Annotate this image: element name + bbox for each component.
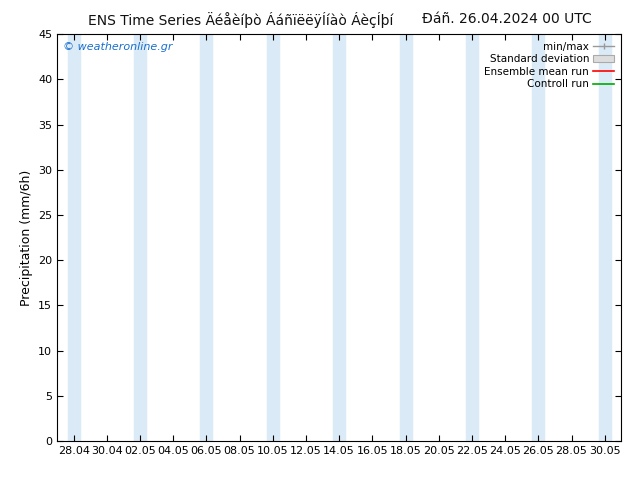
Text: © weatheronline.gr: © weatheronline.gr <box>63 43 172 52</box>
Bar <box>200 34 212 441</box>
Bar <box>68 34 80 441</box>
Bar <box>267 34 279 441</box>
Bar <box>134 34 146 441</box>
Bar <box>598 34 611 441</box>
Bar <box>333 34 345 441</box>
Bar <box>399 34 411 441</box>
Bar <box>533 34 545 441</box>
Legend: min/max, Standard deviation, Ensemble mean run, Controll run: min/max, Standard deviation, Ensemble me… <box>482 40 616 92</box>
Y-axis label: Precipitation (mm/6h): Precipitation (mm/6h) <box>20 170 32 306</box>
Text: Ðáñ. 26.04.2024 00 UTC: Ðáñ. 26.04.2024 00 UTC <box>422 12 592 26</box>
Text: ENS Time Series Äéåèíþò ÁáñïëëÿÍíàò ÁèçÍþí: ENS Time Series Äéåèíþò ÁáñïëëÿÍíàò ÁèçÍ… <box>88 12 394 28</box>
Bar <box>466 34 478 441</box>
